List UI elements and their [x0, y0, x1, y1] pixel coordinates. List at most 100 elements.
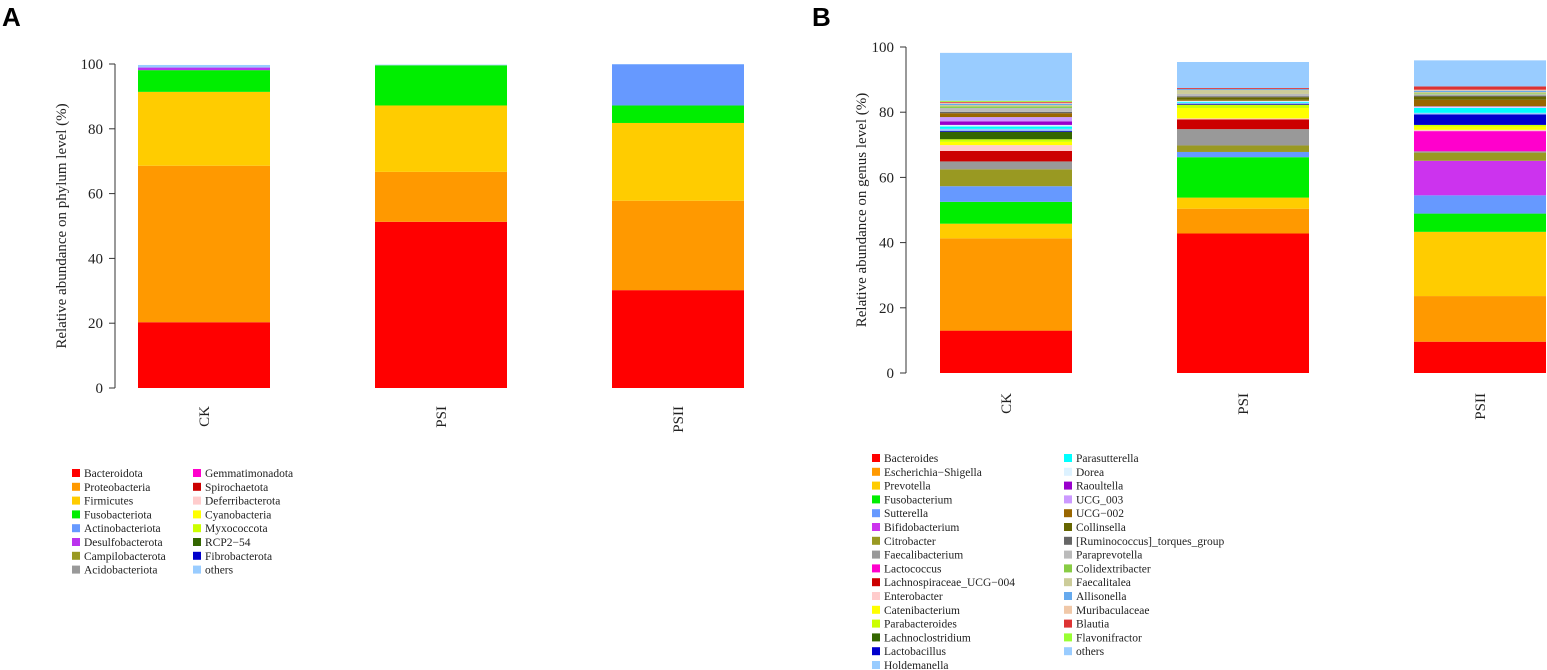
legend-label-colidextribacter: Colidextribacter — [1076, 563, 1151, 575]
bar-segment-psi-fusobacterium — [1177, 157, 1309, 198]
bar-segment-ck-others — [940, 52, 1072, 101]
legend-label-gemmatimonadota: Gemmatimonadota — [205, 468, 293, 480]
legend-label-enterobacter: Enterobacter — [884, 591, 943, 603]
bar-segment-psi-collinsella — [1177, 97, 1309, 100]
legend-swatch-parasutterella — [1064, 454, 1072, 462]
bar-segment-ck-fusobacteriota — [138, 70, 270, 92]
bar-segment-ck-ruminococcus-torques-group — [940, 111, 1072, 114]
legend-swatch-gemmatimonadota — [193, 469, 201, 477]
legend-swatch-campilobacterota — [72, 551, 80, 560]
panel-a-letter: A — [2, 2, 21, 32]
y-tick-label-40: 40 — [88, 251, 103, 267]
bar-segment-ck-ucg-003 — [940, 117, 1072, 122]
legend-swatch-raoultella — [1064, 481, 1072, 490]
bar-segment-psii-proteobacteria — [612, 200, 744, 291]
panel-b-x-labels: CK PSI PSII — [999, 393, 1489, 420]
legend-label-collinsella: Collinsella — [1076, 522, 1126, 534]
y-tick-label-80: 80 — [879, 105, 894, 121]
legend-label-parasutterella: Parasutterella — [1076, 453, 1139, 465]
bar-segment-ck-bacteroides — [940, 330, 1072, 373]
bar-segment-psii-paraprevotella — [1414, 94, 1546, 96]
legend-label-bifidobacterium: Bifidobacterium — [884, 522, 959, 534]
bar-segment-ck-lachnospiraceae-ucg-004 — [940, 150, 1072, 162]
bar-segment-ck-lachnoclostridium — [940, 131, 1072, 140]
bar-segment-psi-faecalitalea — [1177, 90, 1309, 94]
bar-segment-psii-fusobacterium — [1414, 213, 1546, 232]
legend-label-fusobacterium: Fusobacterium — [884, 494, 952, 506]
panel-a-legend: Bacteroidota Proteobacteria FirmicutesFuso… — [72, 468, 293, 577]
legend-label-desulfobacterota: Desulfobacterota — [84, 537, 163, 549]
bar-segment-psi-parabacteroides — [1177, 104, 1309, 108]
bar-segment-psii-colidextribacter — [1414, 93, 1546, 95]
legend-swatch-cyanobacteria — [193, 510, 201, 519]
legend-label-holdemanella: Holdemanella — [884, 660, 949, 670]
legend-swatch-prevotella — [872, 481, 880, 490]
bar-segment-psi-others — [1177, 61, 1309, 89]
bar-segment-psii-parasutterella — [1414, 107, 1546, 113]
legend-label-proteobacteria: Proteobacteria — [84, 482, 150, 494]
legend-swatch-firmicutes — [72, 496, 80, 505]
bar-segment-psi-lachnospiraceae-ucg-004 — [1177, 119, 1309, 130]
legend-label-muribaculaceae: Muribaculaceae — [1076, 605, 1149, 617]
legend-swatch-acidobacteriota — [72, 565, 80, 574]
legend-label-ucg-002: UCG−002 — [1076, 508, 1124, 520]
y-tick-label-40: 40 — [879, 236, 894, 252]
legend-swatch-spirochaetota — [193, 482, 201, 491]
legend-label-lachnoclostridium: Lachnoclostridium — [884, 632, 971, 644]
legend-label-ruminococcus-torques-group: [Ruminococcus]_torques_group — [1076, 536, 1224, 548]
bar-segment-ck-dorea — [940, 124, 1072, 127]
x-tick-label-psi: PSI — [434, 406, 450, 428]
legend-label-deferribacterota: Deferribacterota — [205, 496, 280, 508]
bar-segment-ck-lactobacillus — [940, 130, 1072, 132]
bar-segment-psii-faecalitalea — [1414, 91, 1546, 94]
bar-segment-psi-proteobacteria — [375, 171, 507, 222]
legend-label-prevotella: Prevotella — [884, 481, 931, 493]
legend-swatch-paraprevotella — [1064, 550, 1072, 559]
bar-segment-ck-flavonifractor — [940, 100, 1072, 102]
bar-segment-psii-bifidobacterium — [1414, 160, 1546, 196]
legend-swatch-actinobacteriota — [72, 524, 80, 533]
legend-swatch-dorea — [1064, 467, 1072, 476]
bar-segment-psii-actinobacteriota — [612, 64, 744, 106]
bar-segment-psii-ucg-003 — [1414, 106, 1546, 108]
bar-segment-ck-proteobacteria — [138, 165, 270, 323]
x-tick-label-psii: PSII — [671, 406, 687, 433]
legend-label-lachnospiraceae-ucg-004: Lachnospiraceae_UCG−004 — [884, 577, 1015, 589]
legend-swatch-bifidobacterium — [872, 523, 880, 531]
legend-swatch-others — [193, 565, 201, 574]
legend-label-rcp2-54: RCP2−54 — [205, 537, 251, 549]
y-tick-label-60: 60 — [88, 187, 103, 203]
bar-segment-psii-lactobacillus — [1414, 114, 1546, 125]
bar-segment-ck-bacteroidota — [138, 322, 270, 388]
bar-segment-psii-firmicutes — [612, 122, 744, 201]
legend-label-paraprevotella: Paraprevotella — [1076, 550, 1142, 562]
bar-segment-psi-bacteroides — [1177, 233, 1309, 373]
bar-segment-ck-faecalitalea — [940, 105, 1072, 107]
legend-swatch-lachnoclostridium — [872, 633, 880, 642]
legend-swatch-catenibacterium — [872, 605, 880, 614]
bar-segment-ck-parabacteroides — [940, 139, 1072, 142]
legend-swatch-blautia — [1064, 619, 1072, 628]
bar-segment-psii-catenibacterium — [1414, 126, 1546, 130]
legend-label-lactococcus: Lactococcus — [884, 563, 942, 575]
legend-label-flavonifractor: Flavonifractor — [1076, 632, 1142, 644]
legend-swatch-faecalibacterium — [872, 550, 880, 559]
legend-swatch-parabacteroides — [872, 619, 880, 628]
bar-segment-psi-sutterella — [1177, 151, 1309, 158]
panel-a: A 0 20 40 60 80 100 CK PSI PSII Relative abunda… — [2, 2, 744, 577]
legend-label-actinobacteriota: Actinobacteriota — [84, 523, 161, 535]
legend-swatch-sutterella — [872, 509, 880, 518]
bar-segment-ck-blautia — [940, 101, 1072, 103]
legend-swatch-fusobacterium — [872, 495, 880, 504]
legend-swatch-rcp2-54 — [193, 538, 201, 546]
bar-segment-psii-parabacteroides — [1414, 124, 1546, 127]
bar-segment-ck-colidextribacter — [940, 106, 1072, 108]
panel-b: B 0 20 40 60 80 100 CK PSI PSII Relative abunda… — [812, 2, 1546, 670]
bar-segment-psi-prevotella — [1177, 197, 1309, 209]
bar-segment-psii-blautia — [1414, 86, 1546, 90]
bar-segment-ck-catenibacterium — [940, 141, 1072, 146]
bar-segment-psi-holdemanella — [1177, 102, 1309, 104]
bar-segment-ck-fusobacterium — [940, 201, 1072, 224]
legend-swatch-desulfobacterota — [72, 538, 80, 546]
legend-swatch-colidextribacter — [1064, 564, 1072, 573]
